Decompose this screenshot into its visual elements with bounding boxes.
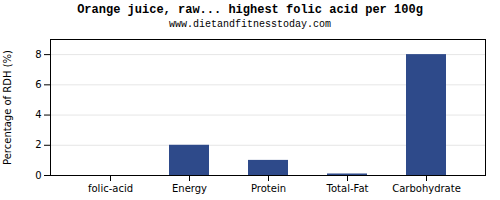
html-text:Orange juice, raw... highest f: Orange juice, raw... highest folic acid …	[77, 3, 423, 17]
svg-text:folic-acid: folic-acid	[88, 183, 133, 194]
svg-text:Percentage of RDH (%): Percentage of RDH (%)	[2, 50, 13, 165]
svg-text:Protein: Protein	[251, 183, 286, 194]
html-text:www.dietandfitnesstoday.com: www.dietandfitnesstoday.com	[169, 19, 331, 30]
svg-text:Energy: Energy	[172, 183, 207, 194]
svg-text:2: 2	[35, 139, 41, 150]
svg-text:6: 6	[35, 79, 41, 90]
svg-text:8: 8	[35, 49, 41, 60]
svg-text:4: 4	[35, 109, 41, 120]
svg-text:Carbohydrate: Carbohydrate	[392, 183, 461, 194]
svg-text:0: 0	[35, 170, 41, 181]
svg-text:Total-Fat: Total-Fat	[326, 183, 369, 194]
